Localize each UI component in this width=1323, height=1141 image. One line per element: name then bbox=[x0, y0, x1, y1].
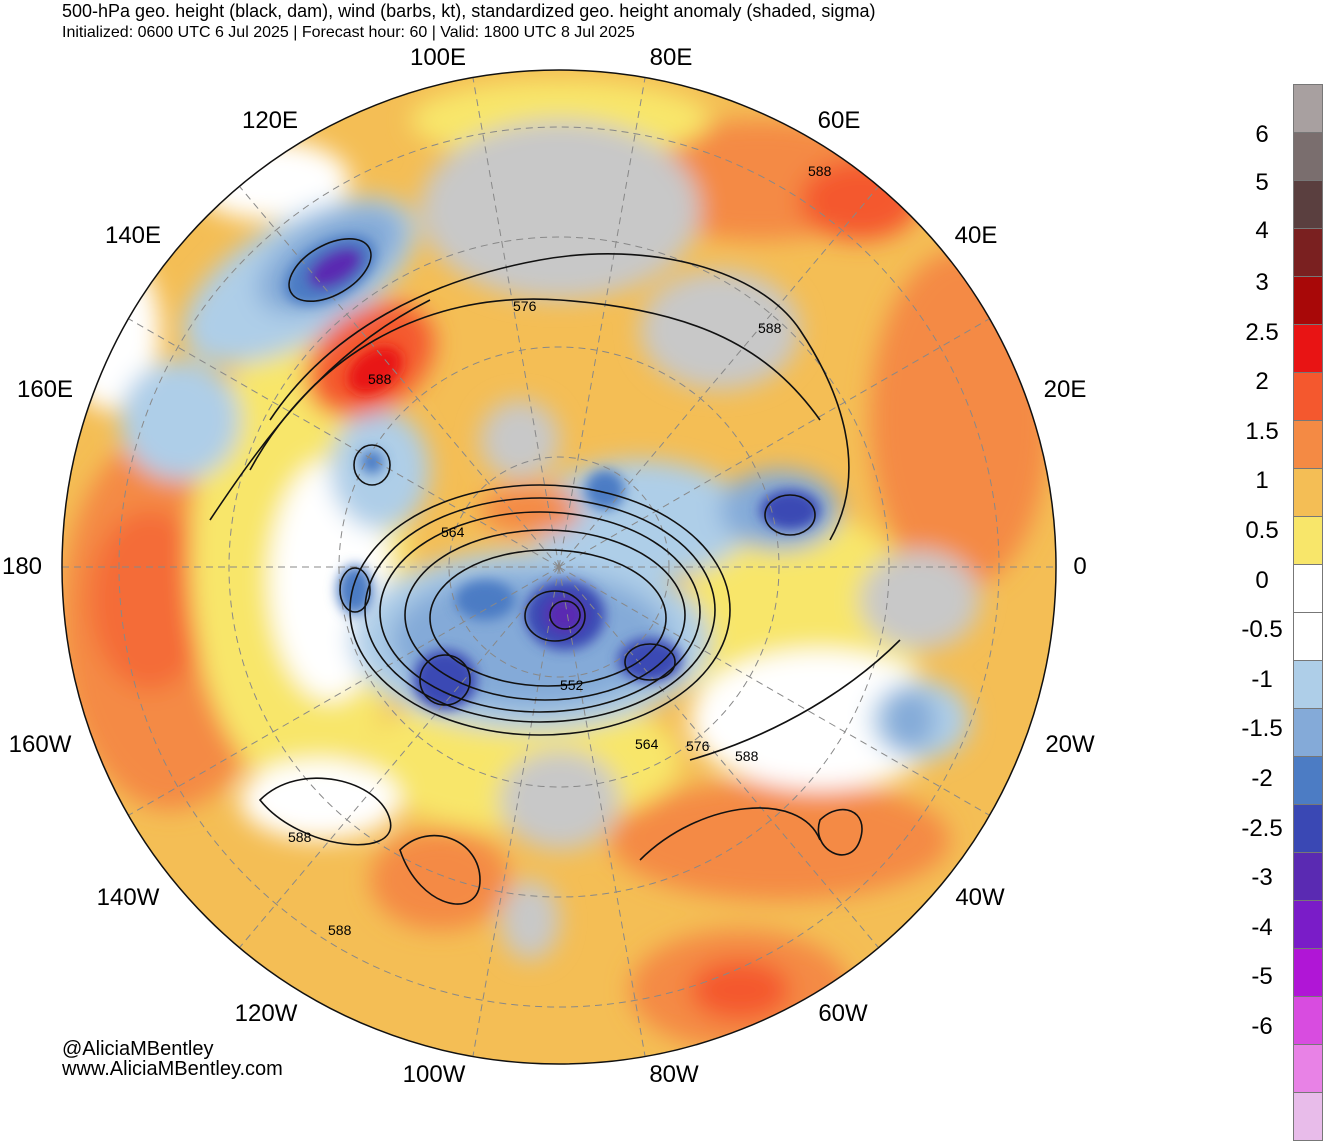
colorbar-label: -4 bbox=[1251, 913, 1273, 941]
lon-label-40e: 40E bbox=[954, 222, 998, 249]
lon-label-160w: 160W bbox=[8, 731, 72, 758]
chart-title: 500-hPa geo. height (black, dam), wind (… bbox=[62, 1, 876, 21]
colorbar-label: 2 bbox=[1255, 368, 1269, 396]
height-label: 588 bbox=[368, 371, 392, 387]
height-label: 588 bbox=[288, 829, 312, 845]
colorbar-label: 4 bbox=[1255, 217, 1269, 244]
colorbar-swatch bbox=[1293, 324, 1323, 372]
colorbar-label: 2.5 bbox=[1245, 318, 1279, 346]
colorbar-label: -1 bbox=[1251, 665, 1273, 693]
lon-label-120e: 120E bbox=[241, 107, 299, 134]
height-label: 588 bbox=[758, 320, 782, 336]
map-boundary bbox=[61, 69, 1057, 1065]
height-label: 576 bbox=[513, 298, 537, 314]
colorbar-swatch bbox=[1293, 228, 1323, 276]
colorbar-swatch bbox=[1293, 948, 1323, 996]
lon-label-80e: 80E bbox=[649, 44, 693, 71]
colorbar-swatch bbox=[1293, 1044, 1323, 1092]
lon-label-100w: 100W bbox=[402, 1061, 466, 1088]
colorbar-label: -2.5 bbox=[1241, 814, 1283, 842]
colorbar-label: 0 bbox=[1255, 566, 1269, 594]
colorbar-swatch bbox=[1293, 84, 1323, 132]
colorbar-swatch bbox=[1293, 516, 1323, 564]
lon-label-60e: 60E bbox=[817, 107, 861, 134]
lon-label-140w: 140W bbox=[96, 884, 160, 911]
colorbar-label: -2 bbox=[1251, 765, 1273, 792]
colorbar-swatch bbox=[1293, 1092, 1323, 1141]
height-contours bbox=[209, 237, 901, 905]
colorbar-label: -6 bbox=[1251, 1013, 1273, 1040]
colorbar-swatch bbox=[1293, 180, 1323, 228]
credit-handle: @AliciaMBentley bbox=[62, 1038, 214, 1060]
height-label: 588 bbox=[735, 748, 759, 764]
height-label: 564 bbox=[635, 736, 659, 752]
lon-label-20w: 20W bbox=[1045, 731, 1095, 758]
height-label: 564 bbox=[441, 524, 465, 540]
chart-subtitle: Initialized: 0600 UTC 6 Jul 2025 | Forec… bbox=[62, 24, 635, 41]
height-label: 552 bbox=[560, 677, 584, 693]
lon-label-180: 180 bbox=[1, 553, 43, 580]
colorbar-swatch bbox=[1293, 612, 1323, 660]
colorbar-swatch bbox=[1293, 372, 1323, 420]
height-label: 588 bbox=[808, 163, 832, 179]
colorbar-swatch bbox=[1293, 708, 1323, 756]
colorbar-label: 5 bbox=[1255, 169, 1269, 196]
colorbar-label: 3 bbox=[1255, 269, 1269, 296]
colorbar-label: 0.5 bbox=[1245, 517, 1279, 544]
colorbar-swatch bbox=[1293, 276, 1323, 324]
lon-label-100e: 100E bbox=[409, 44, 467, 71]
lon-label-60w: 60W bbox=[818, 1000, 868, 1027]
colorbar-swatch bbox=[1293, 420, 1323, 468]
colorbar-label: 1 bbox=[1255, 467, 1269, 495]
colorbar-swatch bbox=[1293, 852, 1323, 900]
colorbar-label: -1.5 bbox=[1241, 715, 1283, 743]
colorbar-swatch bbox=[1293, 756, 1323, 804]
colorbar-swatch bbox=[1293, 996, 1323, 1044]
colorbar-swatch bbox=[1293, 900, 1323, 948]
lon-label-160e: 160E bbox=[16, 376, 74, 403]
polar-map: 588 576 588 588 564 552 564 576 588 588 … bbox=[61, 69, 1057, 1065]
colorbar-label: -5 bbox=[1251, 963, 1273, 991]
colorbar-swatch bbox=[1293, 564, 1323, 612]
height-labels: 588 576 588 588 564 552 564 576 588 588 … bbox=[288, 163, 832, 938]
colorbar bbox=[1293, 84, 1323, 1141]
height-label: 588 bbox=[328, 922, 352, 938]
meridian-lines bbox=[62, 77, 1056, 1057]
colorbar-label: 1.5 bbox=[1245, 417, 1279, 445]
colorbar-swatch bbox=[1293, 804, 1323, 852]
lon-label-140e: 140E bbox=[104, 222, 162, 249]
lon-label-40w: 40W bbox=[955, 884, 1005, 911]
lon-label-120w: 120W bbox=[234, 1000, 298, 1027]
colorbar-swatch bbox=[1293, 660, 1323, 708]
height-label: 576 bbox=[686, 738, 710, 754]
lon-label-0: 0 bbox=[1073, 553, 1087, 580]
colorbar-swatch bbox=[1293, 468, 1323, 516]
colorbar-label: 6 bbox=[1255, 121, 1269, 148]
colorbar-label: -0.5 bbox=[1241, 616, 1283, 644]
colorbar-swatch bbox=[1293, 132, 1323, 180]
lon-label-20e: 20E bbox=[1043, 376, 1087, 403]
lon-label-80w: 80W bbox=[649, 1061, 699, 1088]
credit-website: www.AliciaMBentley.com bbox=[62, 1058, 283, 1080]
colorbar-label: -3 bbox=[1251, 864, 1273, 892]
